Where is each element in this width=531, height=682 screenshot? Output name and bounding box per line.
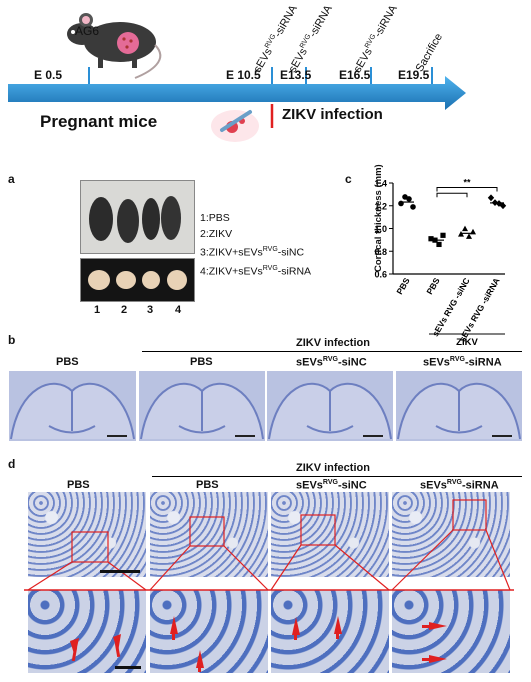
timepoint-e10-5: E 10.5 bbox=[226, 68, 261, 82]
panel-letter-b: b bbox=[8, 333, 16, 347]
scale-bar-low bbox=[100, 570, 140, 573]
mouse-icon bbox=[67, 13, 162, 79]
panel-b-header: ZIKV infection bbox=[296, 337, 370, 349]
group-legend: 1:PBS 2:ZIKV 3:ZIKV+sEVsRVG-siNC 4:ZIKV+… bbox=[200, 211, 311, 280]
legend-item: 1:PBS bbox=[200, 212, 230, 224]
data-point bbox=[406, 196, 412, 202]
ihc-low-sirna bbox=[392, 492, 510, 577]
panel-b-col-1: PBS bbox=[56, 356, 79, 368]
panel-b-col-2: PBS bbox=[190, 356, 213, 368]
brain-section-sinc bbox=[267, 371, 393, 441]
ihc-high-zikv-pbs bbox=[150, 590, 268, 673]
panel-b-col-4: sEVsRVG-siRNA bbox=[423, 356, 502, 369]
photo-number-1: 1 bbox=[94, 304, 101, 316]
ihc-low-pbs bbox=[28, 492, 146, 577]
ihc-high-sinc bbox=[271, 590, 389, 673]
brain-section-zikv-pbs bbox=[139, 371, 265, 441]
legend-item: 2:ZIKV bbox=[200, 227, 233, 240]
photo-number-3: 3 bbox=[147, 304, 154, 316]
significance-label: ** bbox=[463, 178, 471, 188]
zikv-group-label: ZIKV bbox=[456, 337, 478, 348]
scale-bar-high bbox=[115, 666, 141, 669]
panel-d-col-3: sEVsRVG-siNC bbox=[296, 479, 367, 492]
infection-label: ZIKV infection bbox=[282, 106, 383, 123]
timeline-figure bbox=[8, 13, 466, 142]
data-point bbox=[410, 204, 416, 210]
data-point bbox=[440, 232, 446, 238]
legend-item: 3:ZIKV+sEVsRVG-siNC bbox=[200, 246, 305, 259]
panel-d-col-2: PBS bbox=[196, 479, 219, 491]
mouse-strain-label: AG6 bbox=[75, 24, 100, 38]
significance-bracket bbox=[436, 187, 498, 192]
y-tick-label: 1.2 bbox=[374, 201, 387, 211]
arrow-markers bbox=[70, 616, 447, 672]
y-tick-label: 1.0 bbox=[374, 224, 387, 234]
significance-bracket-inner bbox=[436, 192, 468, 198]
timepoint-e19-5: E19.5 bbox=[398, 68, 430, 82]
brain-photo bbox=[80, 258, 195, 302]
photo-number-2: 2 bbox=[121, 304, 128, 316]
data-point bbox=[487, 194, 495, 202]
panel-letter-d: d bbox=[8, 457, 16, 471]
timepoint-e16-5: E16.5 bbox=[339, 68, 371, 82]
photo-number-4: 4 bbox=[175, 304, 182, 316]
timepoint-e0-5: E 0.5 bbox=[34, 68, 63, 82]
legend-item: 4:ZIKV+sEVsRVG-siRNA bbox=[200, 265, 312, 278]
ihc-high-sirna bbox=[392, 590, 510, 673]
y-tick-label: 0.6 bbox=[374, 270, 387, 280]
data-point bbox=[462, 225, 468, 232]
ihc-low-zikv-pbs bbox=[150, 492, 268, 577]
subject-label: Pregnant mice bbox=[40, 112, 158, 131]
panel-b-col-3: sEVsRVG-siNC bbox=[296, 356, 367, 369]
data-point bbox=[436, 241, 442, 248]
brain-section-pbs bbox=[9, 371, 136, 441]
brain-section-sirna bbox=[396, 371, 522, 441]
panel-letter-c: c bbox=[345, 172, 352, 186]
panel-d-header: ZIKV infection bbox=[296, 462, 370, 474]
y-tick-label: 0.8 bbox=[374, 247, 387, 257]
virus-syringe-icon bbox=[211, 110, 259, 142]
panel-d-col-4: sEVsRVG-siRNA bbox=[420, 479, 499, 492]
data-point bbox=[428, 236, 434, 242]
timeline-arrow bbox=[8, 76, 466, 110]
panel-d-col-1: PBS bbox=[67, 479, 90, 491]
panel-letter-a: a bbox=[8, 172, 15, 186]
panel-b-header-line bbox=[142, 351, 522, 352]
data-point bbox=[466, 233, 472, 239]
pup-photo bbox=[80, 180, 195, 254]
ihc-high-pbs bbox=[28, 590, 146, 673]
data-point bbox=[499, 202, 507, 210]
ihc-low-sinc bbox=[271, 492, 389, 577]
y-tick-label: 1.4 bbox=[374, 179, 387, 189]
timepoint-e13-5: E13.5 bbox=[280, 68, 312, 82]
panel-d-header-line bbox=[152, 476, 522, 477]
